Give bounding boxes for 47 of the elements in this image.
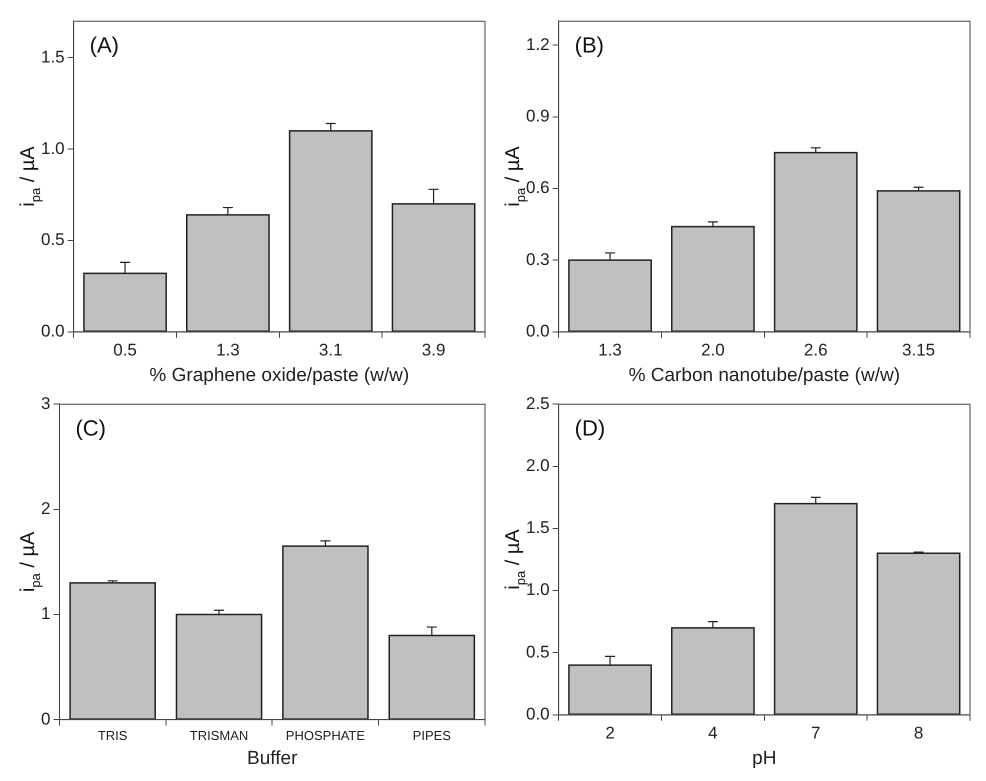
y-tick-label: 1.5	[526, 518, 550, 538]
y-tick-label: 1	[40, 604, 50, 624]
y-axis-title: ipa / µA	[502, 146, 528, 207]
x-axis-title: Buffer	[247, 748, 298, 769]
y-tick-label: 0.0	[526, 321, 550, 340]
y-axis-title: ipa / µA	[17, 146, 43, 207]
x-tick-label: 0.5	[113, 340, 137, 360]
y-tick-label: 2.0	[526, 456, 550, 476]
y-axis-title: ipa / µA	[17, 531, 43, 592]
x-axis-title: % Carbon nanotube/paste (w/w)	[628, 364, 900, 386]
annotation: (B)	[574, 32, 604, 58]
y-axis-title: ipa / µA	[502, 528, 528, 590]
y-tick-label: 1.2	[526, 34, 550, 54]
y-tick-label: 1.5	[40, 47, 65, 66]
y-tick-label: 0.5	[40, 230, 65, 250]
y-tick-label: 0	[40, 709, 50, 728]
y-tick-label: 0.9	[526, 106, 550, 126]
x-tick-label: PHOSPHATE	[286, 728, 366, 743]
y-tick-label: 1.0	[526, 580, 550, 600]
x-axis-title: % Graphene oxide/paste (w/w)	[149, 364, 410, 386]
y-tick-label: 0.0	[526, 704, 550, 724]
y-tick-label: 0.6	[526, 178, 550, 198]
x-tick-label: TRISMAN	[190, 728, 248, 743]
annotation: (C)	[75, 415, 106, 440]
x-tick-label: 2.6	[804, 340, 828, 360]
y-tick-label: 2	[40, 499, 50, 518]
y-tick-label: 0.3	[526, 250, 550, 269]
x-tick-label: 2.0	[701, 340, 725, 360]
y-tick-label: 2.5	[526, 394, 550, 413]
x-tick-label: 3.15	[902, 340, 936, 360]
x-tick-label: 1.3	[598, 340, 622, 360]
x-tick-label: 1.3	[216, 340, 240, 360]
annotation: (A)	[90, 32, 119, 58]
y-tick-label: 0.5	[526, 642, 550, 662]
x-tick-label: 8	[914, 724, 924, 743]
x-tick-label: 7	[811, 724, 820, 743]
x-tick-label: 3.1	[318, 340, 343, 360]
x-tick-label: 2	[605, 724, 615, 743]
y-tick-label: 3	[40, 394, 50, 413]
x-tick-label: 3.9	[422, 340, 446, 360]
x-tick-label: 4	[708, 724, 718, 743]
annotation: (D)	[574, 415, 606, 440]
y-tick-label: 0.0	[40, 321, 65, 340]
y-tick-label: 1.0	[40, 138, 65, 158]
x-tick-label: PIPES	[412, 728, 452, 743]
x-axis-title: pH	[752, 748, 776, 769]
x-tick-label: TRIS	[98, 728, 128, 743]
